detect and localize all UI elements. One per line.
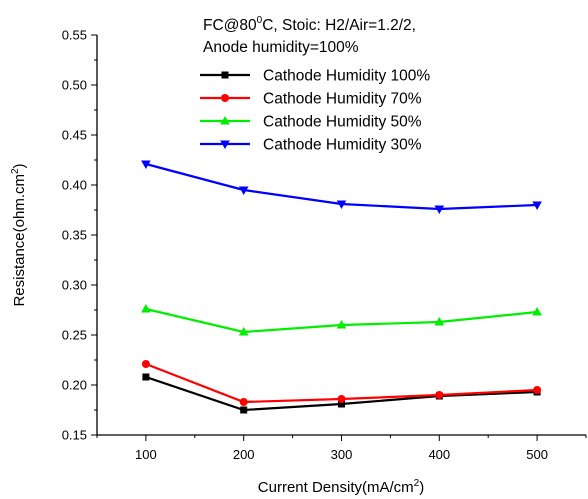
legend-item: Cathode Humidity 100% <box>200 68 430 85</box>
y-tick-label: 0.50 <box>62 78 87 93</box>
legend-swatch-marker <box>221 94 229 102</box>
data-point <box>337 395 346 403</box>
data-point <box>141 360 150 368</box>
y-tick-label: 0.25 <box>62 328 87 343</box>
y-axis-title-sup: 2 <box>10 168 21 174</box>
y-tick-label: 0.35 <box>62 228 87 243</box>
x-tick-label: 200 <box>233 447 255 462</box>
x-axis-title-text: Current Density(mA/cm <box>258 479 414 496</box>
legend-swatch-marker <box>220 116 230 125</box>
y-tick-label: 0.30 <box>62 278 87 293</box>
y-axis-title-text: Resistance(ohm.cm <box>11 174 28 307</box>
y-axis-title: Resistance(ohm.cm2) <box>10 163 28 306</box>
data-point <box>238 186 249 195</box>
series-2 <box>141 304 542 336</box>
data-point <box>142 373 150 381</box>
y-tick-label: 0.40 <box>62 178 87 193</box>
data-point <box>238 327 249 336</box>
annotation-line-1-pre: FC@80 <box>203 17 257 34</box>
x-tick-label: 400 <box>428 447 450 462</box>
data-point <box>336 320 347 329</box>
data-point <box>434 205 445 214</box>
y-tick-label: 0.20 <box>62 378 87 393</box>
data-point <box>141 160 151 169</box>
legend: Cathode Humidity 100% Cathode Humidity 70… <box>200 68 430 154</box>
y-tick-label: 0.15 <box>62 428 87 443</box>
x-axis-title-sup: 2 <box>414 478 420 489</box>
data-point <box>532 307 542 316</box>
data-point <box>141 304 151 313</box>
y-tick-label: 0.55 <box>62 28 87 43</box>
legend-swatch-marker <box>221 71 229 79</box>
data-point <box>533 386 542 394</box>
data-point <box>532 201 542 210</box>
legend-label: Cathode Humidity 70% <box>263 91 422 108</box>
x-axis-title: Current Density(mA/cm2) <box>258 478 424 496</box>
data-point <box>336 200 347 209</box>
legend-label: Cathode Humidity 50% <box>263 114 422 131</box>
data-point <box>434 317 445 326</box>
data-point <box>239 398 248 406</box>
legend-swatch-marker <box>220 140 230 149</box>
series-3 <box>141 160 542 214</box>
annotation-line-1-sup: 0 <box>257 15 263 26</box>
series-group <box>141 160 542 414</box>
data-point <box>338 400 345 408</box>
legend-item: Cathode Humidity 50% <box>200 114 422 131</box>
annotation-line-1-post: C, Stoic: H2/Air=1.2/2, <box>262 17 416 34</box>
legend-item: Cathode Humidity 70% <box>200 91 422 108</box>
y-axis-title-close: ) <box>11 163 28 168</box>
y-tick-label: 0.45 <box>62 128 87 143</box>
x-tick-label: 500 <box>526 447 548 462</box>
x-tick-label: 300 <box>331 447 353 462</box>
annotation-line-1: FC@800C, Stoic: H2/Air=1.2/2, <box>203 15 416 34</box>
ticks: 0.15 0.20 0.25 0.30 0.35 0.40 0.45 0.50 0.55 100 2… <box>62 28 587 462</box>
data-point <box>240 406 248 414</box>
series-1 <box>141 360 542 406</box>
annotation-line-2: Anode humidity=100% <box>203 39 359 56</box>
legend-label: Cathode Humidity 100% <box>263 68 430 85</box>
x-axis-title-close: ) <box>419 479 424 496</box>
data-point <box>435 391 444 399</box>
x-tick-label: 100 <box>135 447 157 462</box>
legend-item: Cathode Humidity 30% <box>200 137 422 154</box>
legend-label: Cathode Humidity 30% <box>263 137 422 154</box>
